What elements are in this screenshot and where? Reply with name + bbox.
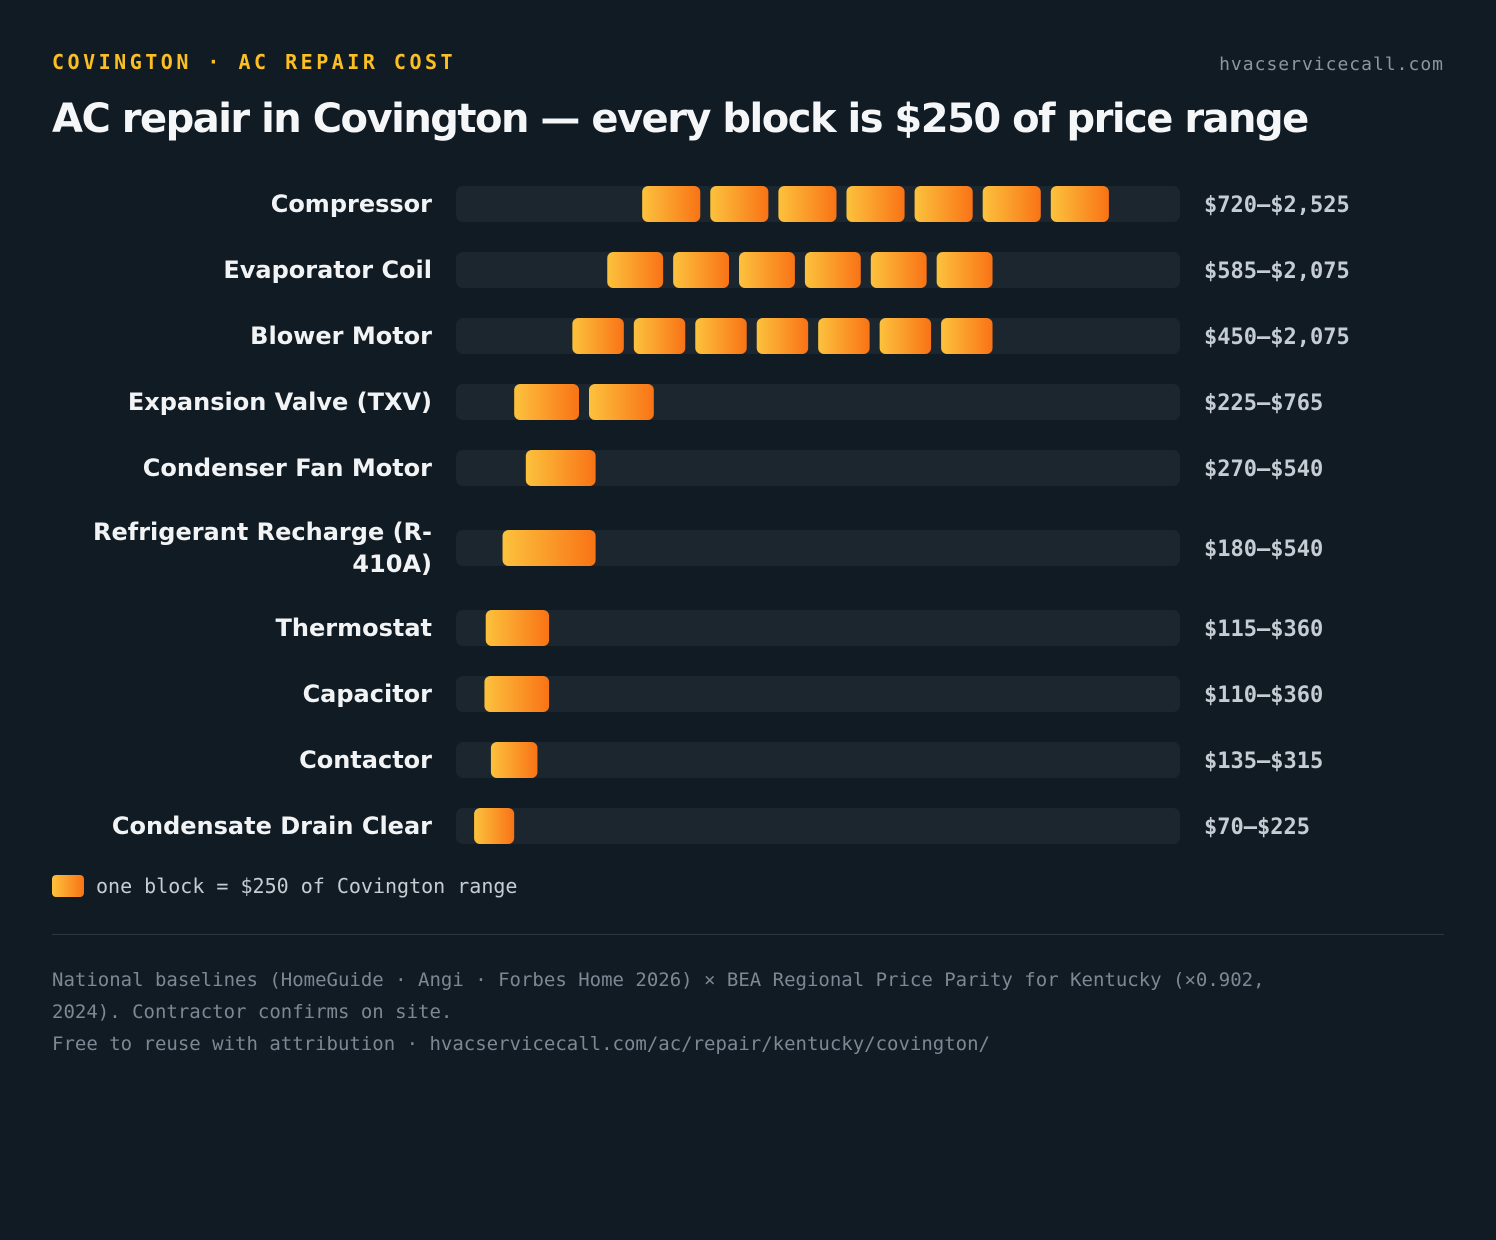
- bar-row: Thermostat $115–$360: [276, 610, 1323, 646]
- category-label: Capacitor: [303, 680, 433, 708]
- price-range-label: $115–$360: [1204, 617, 1323, 642]
- range-block: [588, 384, 654, 420]
- price-range-label: $135–$315: [1204, 749, 1323, 774]
- range-block: [484, 676, 550, 712]
- bar-track: [456, 318, 1180, 354]
- bar-track: [456, 450, 1180, 486]
- range-block: [525, 450, 596, 486]
- bar-track: [456, 530, 1180, 566]
- range-block: [642, 186, 701, 222]
- category-label: Expansion Valve (TXV): [128, 388, 432, 416]
- range-block: [572, 318, 624, 354]
- category-label: Refrigerant Recharge (R-410A): [93, 518, 432, 578]
- range-block: [514, 384, 579, 420]
- bar-row: Blower Motor $450–$2,075: [250, 318, 1350, 354]
- chart-eyebrow: COVINGTON · AC REPAIR COST: [52, 50, 457, 74]
- range-block: [936, 252, 993, 288]
- range-block: [485, 610, 550, 646]
- bar-row: Expansion Valve (TXV) $225–$765: [128, 384, 1323, 420]
- range-block: [673, 252, 730, 288]
- footer-attribution: Free to reuse with attribution · hvacser…: [52, 1033, 990, 1055]
- range-block: [474, 808, 515, 844]
- divider: [52, 934, 1444, 935]
- chart-legend: one block = $250 of Covington range: [52, 874, 517, 898]
- range-block: [502, 530, 596, 566]
- range-block: [778, 186, 837, 222]
- category-label: Thermostat: [276, 614, 433, 642]
- bar-row: Condenser Fan Motor $270–$540: [143, 450, 1323, 486]
- bar-row: Contactor $135–$315: [299, 742, 1323, 778]
- legend-block-swatch: [52, 875, 84, 897]
- category-label: Condenser Fan Motor: [143, 454, 432, 482]
- range-block: [695, 318, 747, 354]
- price-range-label: $450–$2,075: [1204, 325, 1350, 350]
- bar-row: Evaporator Coil $585–$2,075: [223, 252, 1350, 288]
- price-range-label: $720–$2,525: [1204, 193, 1350, 218]
- bar-track: [456, 610, 1180, 646]
- range-block: [756, 318, 809, 354]
- footer-source-line-1: National baselines (HomeGuide · Angi · F…: [52, 969, 1265, 991]
- category-label: Evaporator Coil: [223, 256, 432, 284]
- chart-title: AC repair in Covington — every block is …: [52, 96, 1309, 142]
- range-block: [982, 186, 1041, 222]
- range-block: [846, 186, 905, 222]
- bar-row: Capacitor $110–$360: [303, 676, 1323, 712]
- range-block: [607, 252, 664, 288]
- price-range-label: $70–$225: [1204, 815, 1310, 840]
- bar-row: Condensate Drain Clear $70–$225: [112, 808, 1310, 844]
- range-block: [804, 252, 861, 288]
- range-block: [710, 186, 769, 222]
- footer-notes: National baselines (HomeGuide · Angi · F…: [52, 964, 1444, 1060]
- range-block: [490, 742, 538, 778]
- price-range-label: $180–$540: [1204, 537, 1323, 562]
- range-block: [941, 318, 993, 354]
- price-range-label: $110–$360: [1204, 683, 1323, 708]
- bar-row: Refrigerant Recharge (R-410A) $180–$540: [93, 518, 1323, 578]
- legend-text: one block = $250 of Covington range: [96, 874, 518, 898]
- range-block: [818, 318, 870, 354]
- category-label: Condensate Drain Clear: [112, 812, 432, 840]
- bar-row: Compressor $720–$2,525: [271, 186, 1350, 222]
- category-label: Contactor: [299, 746, 432, 774]
- range-block: [870, 252, 927, 288]
- chart: Compressor $720–$2,525 Evaporator Coil $585…: [93, 186, 1350, 844]
- bar-track: [456, 742, 1180, 778]
- range-block: [633, 318, 686, 354]
- bar-track: [456, 676, 1180, 712]
- range-block: [879, 318, 932, 354]
- range-block: [1050, 186, 1109, 222]
- price-range-label: $225–$765: [1204, 391, 1323, 416]
- category-label: Blower Motor: [250, 322, 432, 350]
- range-block: [739, 252, 795, 288]
- range-block: [914, 186, 973, 222]
- category-label: Compressor: [271, 190, 432, 218]
- price-range-label: $270–$540: [1204, 457, 1323, 482]
- site-name: hvacservicecall.com: [1219, 54, 1444, 75]
- footer-source-line-2: 2024). Contractor confirms on site.: [52, 1001, 453, 1023]
- bar-track: [456, 808, 1180, 844]
- price-range-label: $585–$2,075: [1204, 259, 1350, 284]
